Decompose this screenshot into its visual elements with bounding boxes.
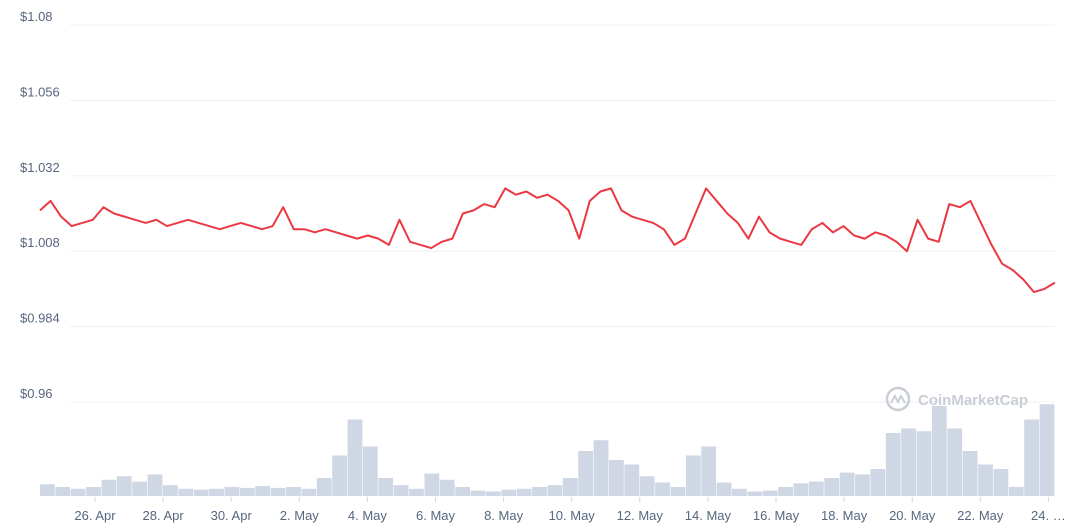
volume-bar <box>901 428 916 496</box>
volume-bar <box>931 406 947 496</box>
volume-bar <box>916 431 932 496</box>
x-tick-label: 12. May <box>617 508 664 523</box>
volume-bar <box>962 451 978 496</box>
volume-bar <box>255 486 271 496</box>
volume-bar <box>578 451 594 496</box>
volume-bar <box>178 488 194 496</box>
watermark-text: CoinMarketCap <box>918 392 1028 409</box>
volume-bar <box>378 478 394 496</box>
volume-bar <box>409 488 424 496</box>
volume-bar <box>209 488 224 496</box>
volume-bar <box>624 464 640 496</box>
x-tick-label: 22. May <box>957 508 1004 523</box>
volume-bar <box>347 419 363 496</box>
volume-bar <box>793 483 809 496</box>
x-tick-label: 14. May <box>685 508 732 523</box>
watermark: CoinMarketCap <box>885 386 1028 412</box>
x-axis-ticks: 26. Apr 28. Apr 30. Apr 2. May 4. May 6. May 8… <box>74 497 1066 523</box>
volume-bar <box>163 485 178 496</box>
grid-lines <box>70 24 1055 403</box>
volume-bar <box>301 488 317 496</box>
x-tick-label: 20. May <box>889 508 936 523</box>
volume-bar <box>870 469 886 496</box>
volume-bar <box>885 433 901 496</box>
x-tick-label: 24. … <box>1031 508 1066 523</box>
volume-bar <box>562 478 578 496</box>
volume-bar <box>947 428 963 496</box>
volume-bar <box>547 485 563 496</box>
volume-bar <box>101 479 117 496</box>
volume-bar <box>716 482 732 496</box>
x-tick-label: 6. May <box>416 508 456 523</box>
volume-bar <box>685 455 701 496</box>
volume-bar <box>978 464 993 496</box>
volume-bar <box>593 440 609 496</box>
y-tick-label: $1.032 <box>20 160 60 175</box>
volume-bar <box>70 488 86 496</box>
volume-bars <box>40 404 1055 496</box>
volume-bar <box>193 489 209 496</box>
volume-bar <box>86 487 101 496</box>
volume-bar <box>747 491 763 496</box>
price-line-group <box>39 187 1056 294</box>
volume-bar <box>993 469 1009 496</box>
x-tick-label: 26. Apr <box>74 508 116 523</box>
volume-bar <box>778 487 793 496</box>
y-tick-label: $0.96 <box>20 386 53 401</box>
x-tick-label: 28. Apr <box>142 508 184 523</box>
volume-bar <box>824 478 840 496</box>
volume-bar <box>655 482 670 496</box>
volume-bar <box>701 446 717 496</box>
x-tick-label: 16. May <box>753 508 800 523</box>
x-tick-label: 4. May <box>348 508 388 523</box>
volume-bar <box>132 481 148 496</box>
volume-bar <box>439 479 455 496</box>
volume-bar <box>455 487 471 496</box>
volume-bar <box>855 474 870 496</box>
volume-bar <box>239 487 255 496</box>
volume-bar <box>40 484 55 496</box>
x-tick-label: 2. May <box>280 508 320 523</box>
coinmarketcap-logo-wave <box>890 393 906 405</box>
volume-bar <box>147 474 163 496</box>
volume-bar <box>609 460 624 496</box>
x-tick-label: 30. Apr <box>211 508 253 523</box>
volume-bar <box>1024 419 1040 496</box>
volume-bar <box>316 478 332 496</box>
y-tick-label: $1.008 <box>20 235 60 250</box>
y-tick-label: $1.056 <box>20 84 60 99</box>
volume-bar <box>485 491 501 496</box>
volume-bar <box>424 473 440 496</box>
volume-bar <box>393 485 409 496</box>
y-tick-label: $0.984 <box>20 311 60 326</box>
volume-bar <box>516 488 532 496</box>
y-tick-label: $1.08 <box>20 9 53 24</box>
volume-bar <box>670 487 686 496</box>
volume-bar <box>762 490 778 496</box>
volume-bar <box>839 472 855 496</box>
volume-bar <box>332 455 347 496</box>
volume-bar <box>224 487 240 496</box>
x-tick-label: 8. May <box>484 508 524 523</box>
volume-bar <box>808 481 824 496</box>
y-axis-ticks: $1.08 $1.056 $1.032 $1.008 $0.984 $0.96 <box>20 9 60 401</box>
volume-bar <box>270 487 286 496</box>
price-line <box>39 187 1056 294</box>
volume-bar <box>1008 487 1024 496</box>
x-tick-label: 18. May <box>821 508 868 523</box>
volume-bar <box>732 488 747 496</box>
volume-bar <box>362 446 378 496</box>
volume-bar <box>286 487 301 496</box>
coinmarketcap-logo-icon <box>885 386 911 412</box>
volume-bar <box>470 490 486 496</box>
volume-bar <box>501 489 517 496</box>
volume-bar <box>1039 404 1055 496</box>
volume-bar <box>639 476 655 496</box>
volume-bar <box>116 476 132 496</box>
volume-bar <box>532 487 547 496</box>
volume-bar <box>55 487 71 496</box>
x-tick-label: 10. May <box>549 508 596 523</box>
